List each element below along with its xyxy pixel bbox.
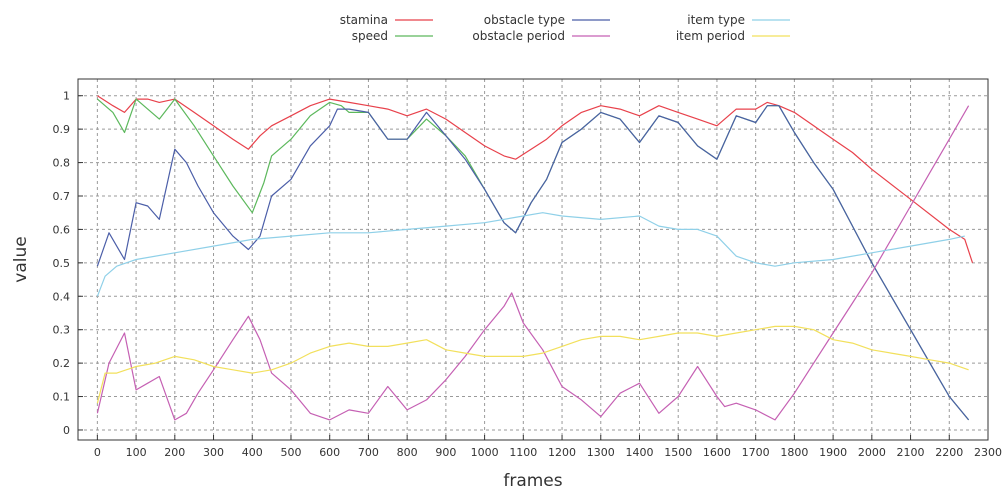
- series-line-stamina: [97, 95, 974, 263]
- legend-label: item type: [687, 13, 745, 27]
- x-tick-label: 2000: [858, 446, 886, 459]
- x-tick-label: 300: [203, 446, 224, 459]
- legend-label: obstacle type: [484, 13, 565, 27]
- x-tick-label: 1700: [742, 446, 770, 459]
- x-tick-label: 900: [435, 446, 456, 459]
- x-tick-label: 1400: [625, 446, 653, 459]
- y-tick-label: 0.1: [53, 391, 71, 404]
- y-tick-label: 0.4: [53, 290, 71, 303]
- x-tick-label: 1100: [509, 446, 537, 459]
- grid: [78, 79, 989, 440]
- y-tick-label: 0.9: [53, 123, 71, 136]
- y-tick-label: 1: [63, 90, 70, 103]
- legend: stamina speed obstacle type obstacle period…: [340, 13, 790, 43]
- legend-label: stamina: [340, 13, 388, 27]
- y-tick-label: 0.6: [53, 223, 71, 236]
- x-tick-label: 1200: [548, 446, 576, 459]
- x-tick-label: 400: [242, 446, 263, 459]
- x-tick-label: 100: [126, 446, 147, 459]
- y-axis-title: value: [11, 236, 31, 282]
- x-axis-ticks: 0 100 200 300 400 500 600 700 800 900 1000 1100 1200…: [94, 435, 1002, 459]
- y-axis-ticks: 0 0.1 0.2 0.3 0.4 0.5 0.6 0.7 0.8 0.9 1: [53, 90, 83, 437]
- y-tick-label: 0.2: [53, 357, 71, 370]
- series-line-item-type: [96, 212, 965, 297]
- x-tick-label: 1900: [819, 446, 847, 459]
- y-tick-label: 0.7: [53, 190, 71, 203]
- y-tick-label: 0: [63, 424, 70, 437]
- series-line-obstacle-period: [96, 105, 970, 421]
- y-tick-label: 0.3: [53, 324, 71, 337]
- series-lines: [96, 95, 974, 421]
- x-tick-label: 2100: [897, 446, 925, 459]
- series-line-item-period: [96, 325, 969, 404]
- legend-label: speed: [352, 29, 388, 43]
- x-tick-label: 1300: [587, 446, 615, 459]
- series-line-obstacle-type: [96, 105, 970, 421]
- x-tick-label: 2300: [974, 446, 1002, 459]
- x-tick-label: 1800: [780, 446, 808, 459]
- x-tick-label: 500: [280, 446, 301, 459]
- series-line-speed: [97, 98, 970, 421]
- x-tick-label: 2200: [935, 446, 963, 459]
- plot-frame: [77, 78, 989, 441]
- x-tick-label: 1600: [703, 446, 731, 459]
- x-tick-label: 600: [319, 446, 340, 459]
- x-tick-label: 1000: [471, 446, 499, 459]
- y-tick-label: 0.5: [53, 257, 71, 270]
- x-tick-label: 700: [358, 446, 379, 459]
- y-tick-label: 0.8: [53, 157, 71, 170]
- legend-label: item period: [676, 29, 745, 43]
- x-tick-label: 800: [397, 446, 418, 459]
- x-tick-label: 200: [164, 446, 185, 459]
- x-tick-label: 1500: [664, 446, 692, 459]
- x-axis-title: frames: [503, 471, 562, 491]
- x-tick-label: 0: [94, 446, 101, 459]
- legend-label: obstacle period: [472, 29, 565, 43]
